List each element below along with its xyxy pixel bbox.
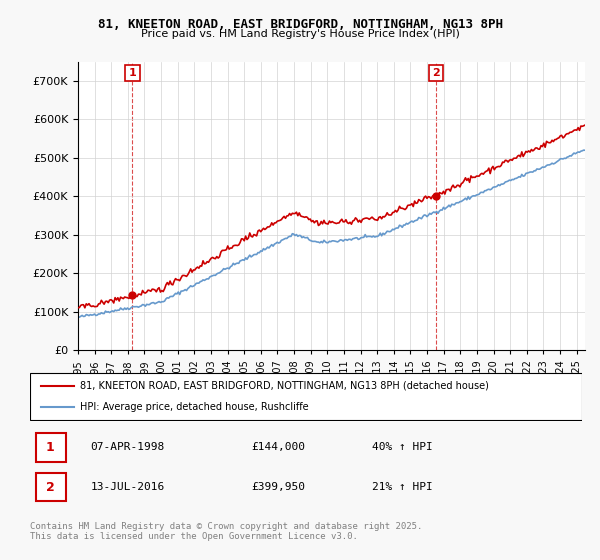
FancyBboxPatch shape: [35, 473, 66, 501]
Text: 21% ↑ HPI: 21% ↑ HPI: [372, 482, 433, 492]
Text: 1: 1: [46, 441, 55, 454]
Text: Contains HM Land Registry data © Crown copyright and database right 2025.
This d: Contains HM Land Registry data © Crown c…: [30, 522, 422, 542]
Text: HPI: Average price, detached house, Rushcliffe: HPI: Average price, detached house, Rush…: [80, 402, 308, 412]
Text: 2: 2: [46, 480, 55, 494]
Text: 40% ↑ HPI: 40% ↑ HPI: [372, 442, 433, 452]
Text: £399,950: £399,950: [251, 482, 305, 492]
Text: 81, KNEETON ROAD, EAST BRIDGFORD, NOTTINGHAM, NG13 8PH (detached house): 81, KNEETON ROAD, EAST BRIDGFORD, NOTTIN…: [80, 381, 488, 391]
Text: £144,000: £144,000: [251, 442, 305, 452]
Text: 1: 1: [128, 68, 136, 78]
Text: 81, KNEETON ROAD, EAST BRIDGFORD, NOTTINGHAM, NG13 8PH: 81, KNEETON ROAD, EAST BRIDGFORD, NOTTIN…: [97, 18, 503, 31]
Text: 13-JUL-2016: 13-JUL-2016: [91, 482, 165, 492]
Text: 07-APR-1998: 07-APR-1998: [91, 442, 165, 452]
Text: 2: 2: [432, 68, 440, 78]
FancyBboxPatch shape: [35, 433, 66, 461]
Text: Price paid vs. HM Land Registry's House Price Index (HPI): Price paid vs. HM Land Registry's House …: [140, 29, 460, 39]
FancyBboxPatch shape: [30, 373, 582, 420]
